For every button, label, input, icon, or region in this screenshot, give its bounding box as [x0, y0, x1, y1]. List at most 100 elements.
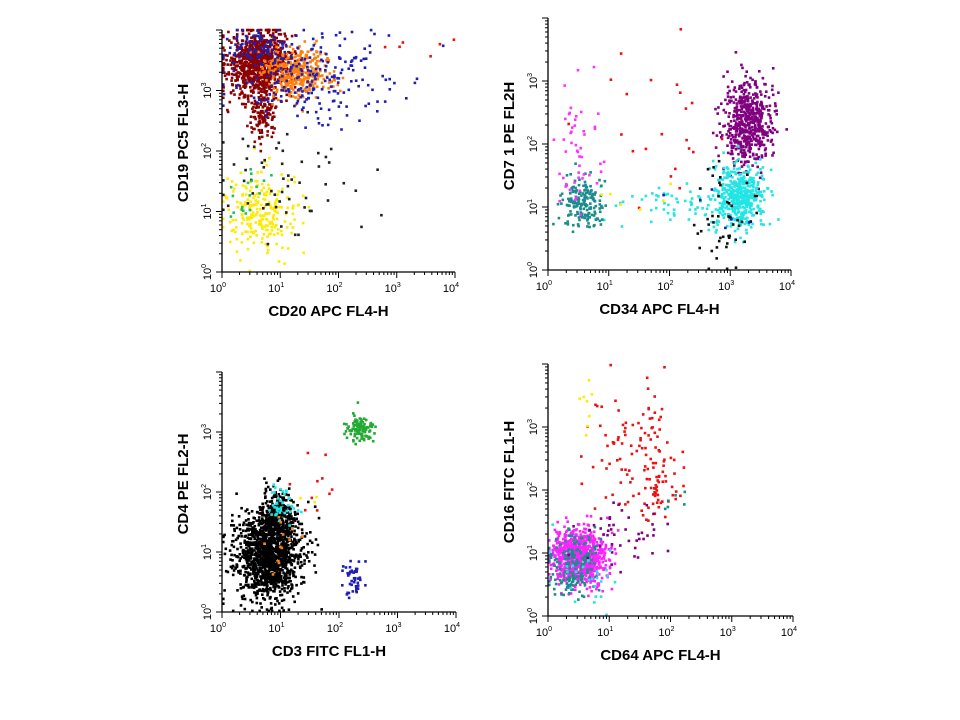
event-point: [271, 76, 275, 80]
event-point: [238, 84, 242, 88]
event-point: [577, 224, 580, 228]
event-point: [722, 192, 726, 195]
event-point: [257, 583, 261, 586]
event-point: [233, 52, 237, 55]
event-point: [251, 56, 255, 59]
event-point: [249, 522, 253, 526]
event-point: [249, 168, 252, 171]
event-point: [256, 547, 259, 550]
event-point: [258, 116, 261, 120]
event-point: [743, 90, 747, 94]
event-point: [747, 140, 750, 143]
event-point: [290, 76, 293, 80]
event-point: [292, 548, 295, 551]
event-point: [235, 35, 239, 38]
event-point: [715, 134, 719, 137]
event-point: [276, 517, 279, 521]
event-point: [776, 130, 779, 134]
event-point: [262, 96, 265, 99]
event-point: [729, 128, 732, 131]
event-point: [738, 216, 742, 219]
event-point: [239, 557, 242, 560]
event-point: [254, 546, 257, 550]
event-point: [246, 81, 249, 84]
event-point: [338, 57, 342, 60]
event-point: [260, 583, 263, 586]
event-point: [248, 76, 252, 79]
event-point: [301, 90, 304, 93]
event-point: [253, 549, 256, 552]
event-point: [241, 203, 244, 207]
event-point: [254, 62, 257, 66]
event-point: [749, 190, 753, 194]
event-point: [736, 118, 739, 121]
event-point: [315, 63, 318, 66]
event-point: [263, 70, 266, 73]
event-point: [279, 41, 282, 44]
event-point: [275, 242, 278, 246]
event-point: [263, 99, 266, 102]
event-point: [296, 592, 300, 595]
event-point: [738, 131, 742, 134]
event-point: [341, 76, 345, 80]
event-point: [726, 92, 730, 95]
event-point: [250, 53, 253, 57]
event-point: [247, 518, 250, 521]
event-point: [735, 130, 738, 133]
event-point: [312, 44, 316, 47]
event-point: [258, 609, 261, 612]
event-point: [586, 225, 589, 228]
event-point: [258, 36, 261, 39]
event-point: [269, 510, 273, 513]
x-tick-label: 103: [718, 280, 734, 293]
event-point: [250, 131, 254, 134]
event-point: [257, 87, 260, 91]
event-point: [291, 540, 294, 544]
event-point: [662, 199, 665, 203]
event-point: [739, 200, 742, 203]
event-point: [752, 199, 756, 202]
event-point: [260, 65, 263, 68]
event-point: [275, 72, 279, 76]
event-point: [256, 549, 260, 552]
event-point: [246, 565, 250, 569]
event-point: [294, 540, 297, 544]
event-point: [239, 572, 242, 575]
event-point: [300, 73, 304, 76]
event-point: [270, 609, 274, 612]
event-point: [232, 89, 235, 92]
event-point: [243, 66, 246, 70]
event-point: [285, 132, 289, 136]
event-point: [738, 218, 742, 222]
event-point: [269, 106, 273, 110]
event-point: [222, 46, 225, 49]
event-point: [244, 85, 248, 88]
event-point: [260, 135, 264, 139]
event-point: [730, 204, 734, 208]
event-point: [293, 55, 296, 59]
event-point: [310, 551, 314, 554]
event-point: [234, 567, 237, 570]
event-point: [289, 507, 292, 511]
event-point: [749, 130, 752, 134]
event-point: [261, 57, 264, 60]
event-point: [290, 586, 294, 590]
event-point: [254, 57, 257, 61]
event-point: [282, 177, 285, 180]
event-point: [753, 194, 757, 198]
event-point: [741, 123, 745, 127]
event-point: [297, 94, 300, 97]
event-point: [314, 571, 318, 574]
event-point: [749, 120, 753, 124]
event-point: [245, 157, 249, 160]
event-point: [705, 207, 709, 211]
event-point: [655, 206, 658, 210]
event-point: [239, 542, 242, 545]
event-point: [257, 96, 261, 99]
event-point: [268, 45, 271, 49]
event-point: [752, 93, 755, 96]
event-point: [330, 80, 334, 83]
event-point: [649, 208, 653, 212]
